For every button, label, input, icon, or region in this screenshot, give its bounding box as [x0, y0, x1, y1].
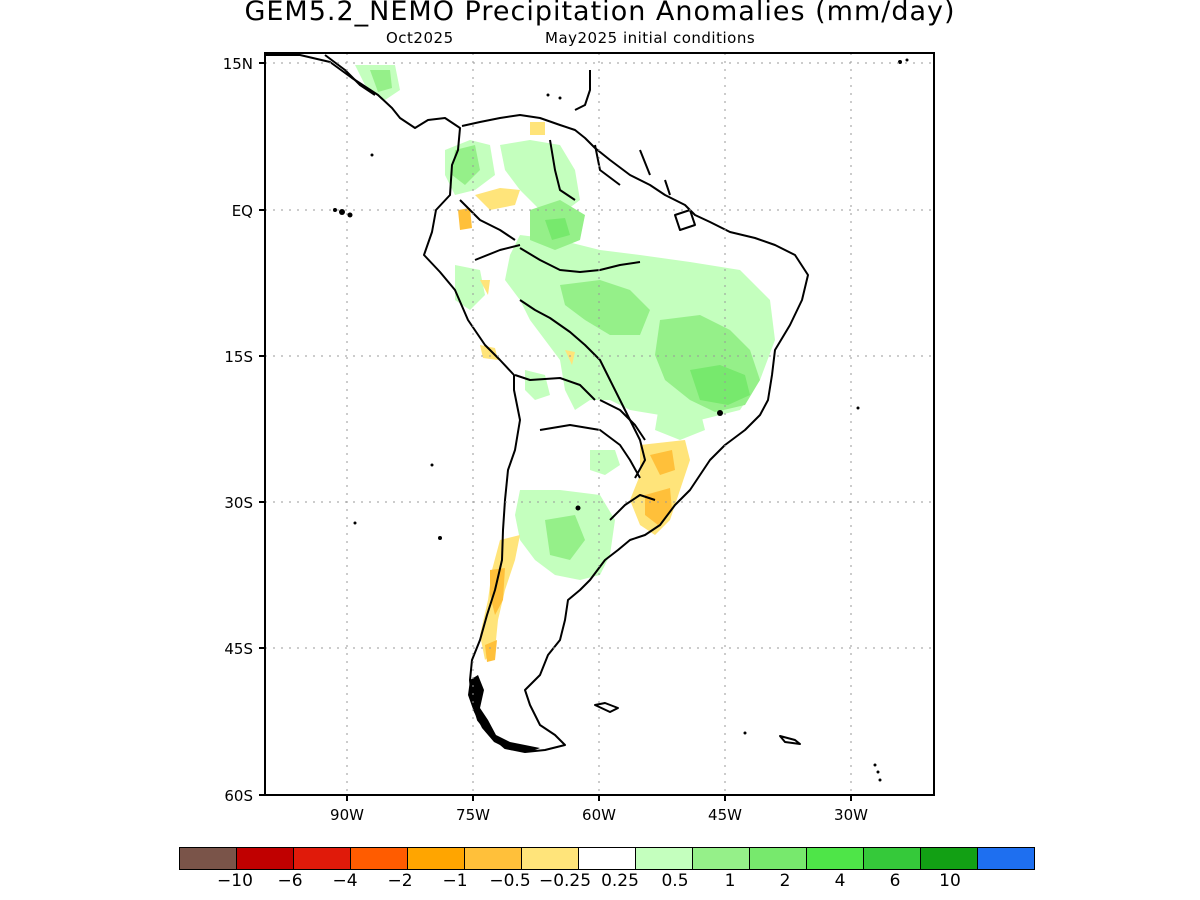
axis-ticks — [259, 62, 852, 801]
legend-label: 1 — [724, 871, 736, 891]
lon-label-75w: 75W — [456, 806, 490, 824]
initial-conditions: May2025 initial conditions — [545, 29, 756, 47]
legend-label: 10 — [939, 871, 961, 891]
legend-swatch — [635, 847, 693, 870]
coastlines — [265, 54, 809, 753]
legend-label: −10 — [217, 871, 253, 891]
legend-swatch — [179, 847, 237, 870]
legend-label: 4 — [834, 871, 846, 891]
lat-label-15n: 15N — [223, 55, 253, 73]
legend-swatch — [407, 847, 465, 870]
legend-label: 0.25 — [601, 871, 639, 891]
legend-swatch — [863, 847, 921, 870]
legend-label: −0.5 — [489, 871, 531, 891]
lat-label-45s: 45S — [224, 640, 253, 658]
lon-label-30w: 30W — [834, 806, 868, 824]
legend-label: 6 — [889, 871, 901, 891]
legend-swatch — [977, 847, 1035, 870]
lat-label-15s: 15S — [224, 348, 253, 366]
legend-swatch — [236, 847, 294, 870]
legend-label: −1 — [442, 871, 468, 891]
lat-label-30s: 30S — [224, 494, 253, 512]
color-legend-labels: −10 −6 −4 −2 −1 −0.5 −0.25 0.25 0.5 1 2 4 6 10 — [0, 871, 1200, 893]
anomaly-light-orange — [458, 208, 675, 662]
legend-label: −4 — [332, 871, 358, 891]
anomaly-fields — [355, 65, 775, 662]
legend-label: −2 — [387, 871, 413, 891]
legend-label: −6 — [277, 871, 303, 891]
legend-swatch — [521, 847, 579, 870]
legend-swatch — [578, 847, 636, 870]
lon-label-60w: 60W — [582, 806, 616, 824]
lon-label-90w: 90W — [330, 806, 364, 824]
legend-label: 0.5 — [661, 871, 689, 891]
islands — [333, 58, 909, 782]
legend-label: 2 — [779, 871, 791, 891]
legend-swatch — [806, 847, 864, 870]
legend-swatch — [749, 847, 807, 870]
legend-swatch — [692, 847, 750, 870]
legend-swatch — [464, 847, 522, 870]
valid-month: Oct2025 — [386, 29, 454, 47]
map-title: GEM5.2_NEMO Precipitation Anomalies (mm/… — [244, 0, 956, 27]
legend-label: −0.25 — [538, 871, 592, 891]
legend-swatch — [350, 847, 408, 870]
legend-swatch — [920, 847, 978, 870]
color-legend — [179, 847, 1035, 870]
anomaly-green — [545, 218, 750, 405]
lat-label-60s: 60S — [224, 787, 253, 805]
lat-label-eq: EQ — [232, 202, 253, 220]
legend-swatch — [293, 847, 351, 870]
lon-label-45w: 45W — [708, 806, 742, 824]
